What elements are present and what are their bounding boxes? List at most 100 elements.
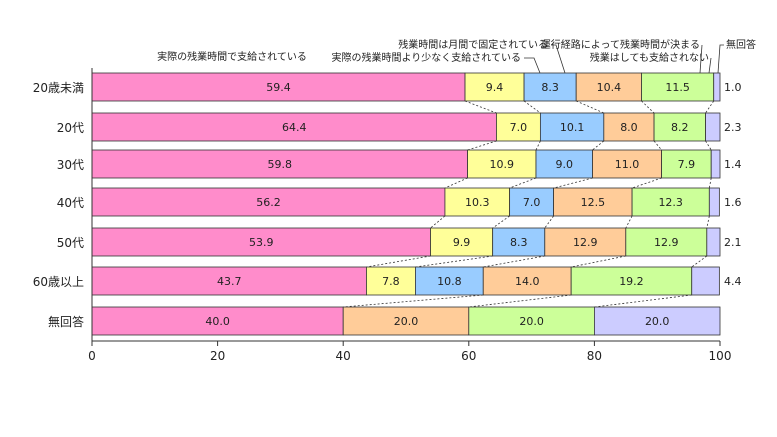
connector-line	[571, 255, 626, 268]
data-label: 10.9	[490, 158, 515, 171]
category-label: 40代	[57, 196, 84, 210]
bar-segment	[482, 266, 572, 296]
legend-label: 残業時間は月間で固定されている	[398, 38, 548, 51]
legend-label: 残業はしても支給されない	[590, 51, 709, 64]
data-label: 9.9	[453, 236, 471, 249]
legend-label: 無回答	[726, 38, 756, 51]
x-tick-label: 20	[210, 349, 225, 363]
data-label: 7.0	[523, 196, 541, 209]
connector-line	[576, 100, 604, 114]
legend-leader-line	[717, 44, 724, 74]
connector-line	[592, 140, 605, 151]
bar-segment	[641, 72, 715, 102]
data-label: 12.5	[581, 196, 606, 209]
bar-segment	[575, 72, 642, 102]
connector-line	[464, 100, 497, 114]
connector-line	[691, 255, 708, 268]
bar-segment	[415, 266, 484, 296]
connector-line	[366, 255, 431, 268]
data-label: 59.4	[266, 81, 291, 94]
category-label: 60歳以上	[33, 275, 84, 289]
connector-line	[553, 177, 593, 189]
bar-segment	[631, 187, 710, 217]
x-tick-label: 40	[336, 349, 351, 363]
data-label: 8.3	[510, 236, 528, 249]
data-label: 53.9	[249, 236, 274, 249]
data-label: 14.0	[515, 275, 540, 288]
legend-leader-line	[708, 57, 712, 74]
data-label: 10.3	[465, 196, 490, 209]
bar-segment	[661, 149, 712, 179]
connector-line	[653, 140, 662, 151]
connector-line	[430, 215, 446, 229]
bar-segment	[708, 187, 720, 217]
bar-segment	[603, 112, 655, 142]
bar-segment	[706, 227, 721, 257]
data-label: 19.2	[619, 275, 644, 288]
x-tick-label: 0	[88, 349, 96, 363]
connector-line	[631, 177, 662, 189]
bar-segment	[570, 266, 693, 296]
bar-segment	[468, 306, 595, 336]
data-label: 10.1	[560, 121, 585, 134]
legend-label: 運行経路によって残業時間が決まる	[541, 38, 700, 51]
x-tick-label: 60	[461, 349, 476, 363]
data-label: 11.5	[665, 81, 690, 94]
data-label: 11.0	[615, 158, 640, 171]
connector-lines	[343, 100, 715, 308]
connector-line	[415, 255, 493, 268]
connector-line	[535, 140, 541, 151]
connector-line	[544, 215, 554, 229]
connector-line	[706, 215, 710, 229]
bar-segment	[544, 227, 627, 257]
connector-line	[467, 140, 497, 151]
data-label: 20.0	[394, 315, 419, 328]
category-label: 30代	[57, 158, 84, 172]
data-label: 59.8	[268, 158, 293, 171]
bar-segment	[625, 227, 708, 257]
data-label-outside: 4.4	[724, 275, 742, 288]
bar-segment	[91, 227, 431, 257]
data-label: 10.8	[437, 275, 462, 288]
bar-segment	[444, 187, 511, 217]
bar-segment	[492, 227, 546, 257]
data-label: 8.0	[620, 121, 638, 134]
bar-segment	[91, 112, 497, 142]
bar-segment	[653, 112, 706, 142]
category-label: 20歳未満	[33, 81, 84, 95]
legend: 実際の残業時間で支給されている 残業時間は月間で固定されている実際の残業時間より少…	[157, 38, 756, 74]
connector-line	[468, 294, 572, 308]
bar-segment	[430, 227, 494, 257]
data-label: 8.2	[671, 121, 689, 134]
bar-segment	[509, 187, 554, 217]
bar-segment	[594, 306, 721, 336]
data-label: 40.0	[205, 315, 230, 328]
data-label: 9.0	[556, 158, 574, 171]
data-label: 9.4	[486, 81, 504, 94]
bar-segment	[91, 149, 468, 179]
data-label: 12.9	[654, 236, 679, 249]
bar-segment	[535, 149, 593, 179]
connector-line	[625, 215, 633, 229]
legend-leader-line	[551, 44, 566, 74]
category-label: 無回答	[48, 314, 84, 329]
connector-line	[444, 177, 468, 189]
legend-leader-line	[699, 44, 703, 74]
bar-segment	[705, 112, 721, 142]
data-label-outside: 2.3	[724, 121, 742, 134]
data-label: 7.0	[510, 121, 528, 134]
bar-segment	[342, 306, 470, 336]
legend-label: 実際の残業時間で支給されている	[157, 50, 307, 63]
legend-label: 実際の残業時間より少なく支給されている	[332, 51, 522, 64]
connector-line	[705, 140, 712, 151]
bars	[91, 72, 721, 336]
connector-line	[343, 294, 484, 308]
legend-leader-line	[524, 57, 541, 74]
connector-line	[509, 177, 537, 189]
bar-segment	[691, 266, 720, 296]
x-tick-label: 80	[587, 349, 602, 363]
bar-segment	[467, 149, 537, 179]
